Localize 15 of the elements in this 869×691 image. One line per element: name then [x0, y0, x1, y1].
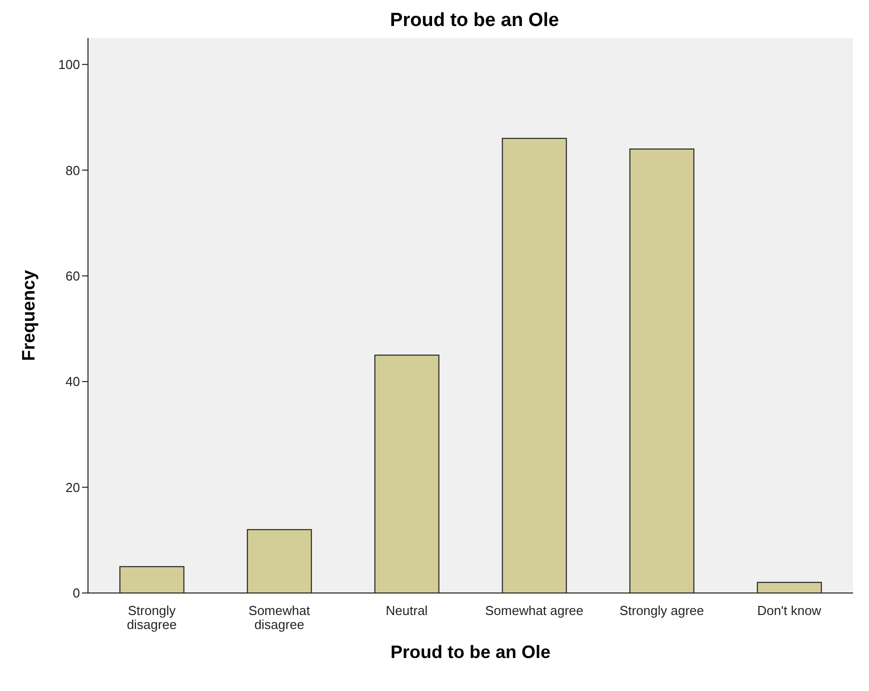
x-tick-label: Neutral [386, 603, 428, 618]
x-tick-label: Don't know [757, 603, 822, 618]
x-tick-label: Somewhat agree [485, 603, 584, 618]
y-tick-label: 20 [66, 480, 80, 495]
y-tick-label: 0 [72, 586, 80, 601]
y-tick-label: 100 [58, 57, 80, 72]
chart-title: Proud to be an Ole [389, 10, 560, 32]
x-tick-label: Strongly disagree [126, 603, 177, 632]
y-tick-label: 60 [66, 268, 80, 284]
x-tick-label: Strongly agree [619, 603, 704, 618]
y-tick-label: 40 [66, 374, 80, 390]
x-axis-title: Proud to be an Ole [390, 642, 551, 662]
x-tick-label: Somewhat disagree [248, 603, 310, 632]
y-tick-label: 80 [66, 162, 80, 178]
y-axis-title: Frequency [18, 270, 38, 362]
